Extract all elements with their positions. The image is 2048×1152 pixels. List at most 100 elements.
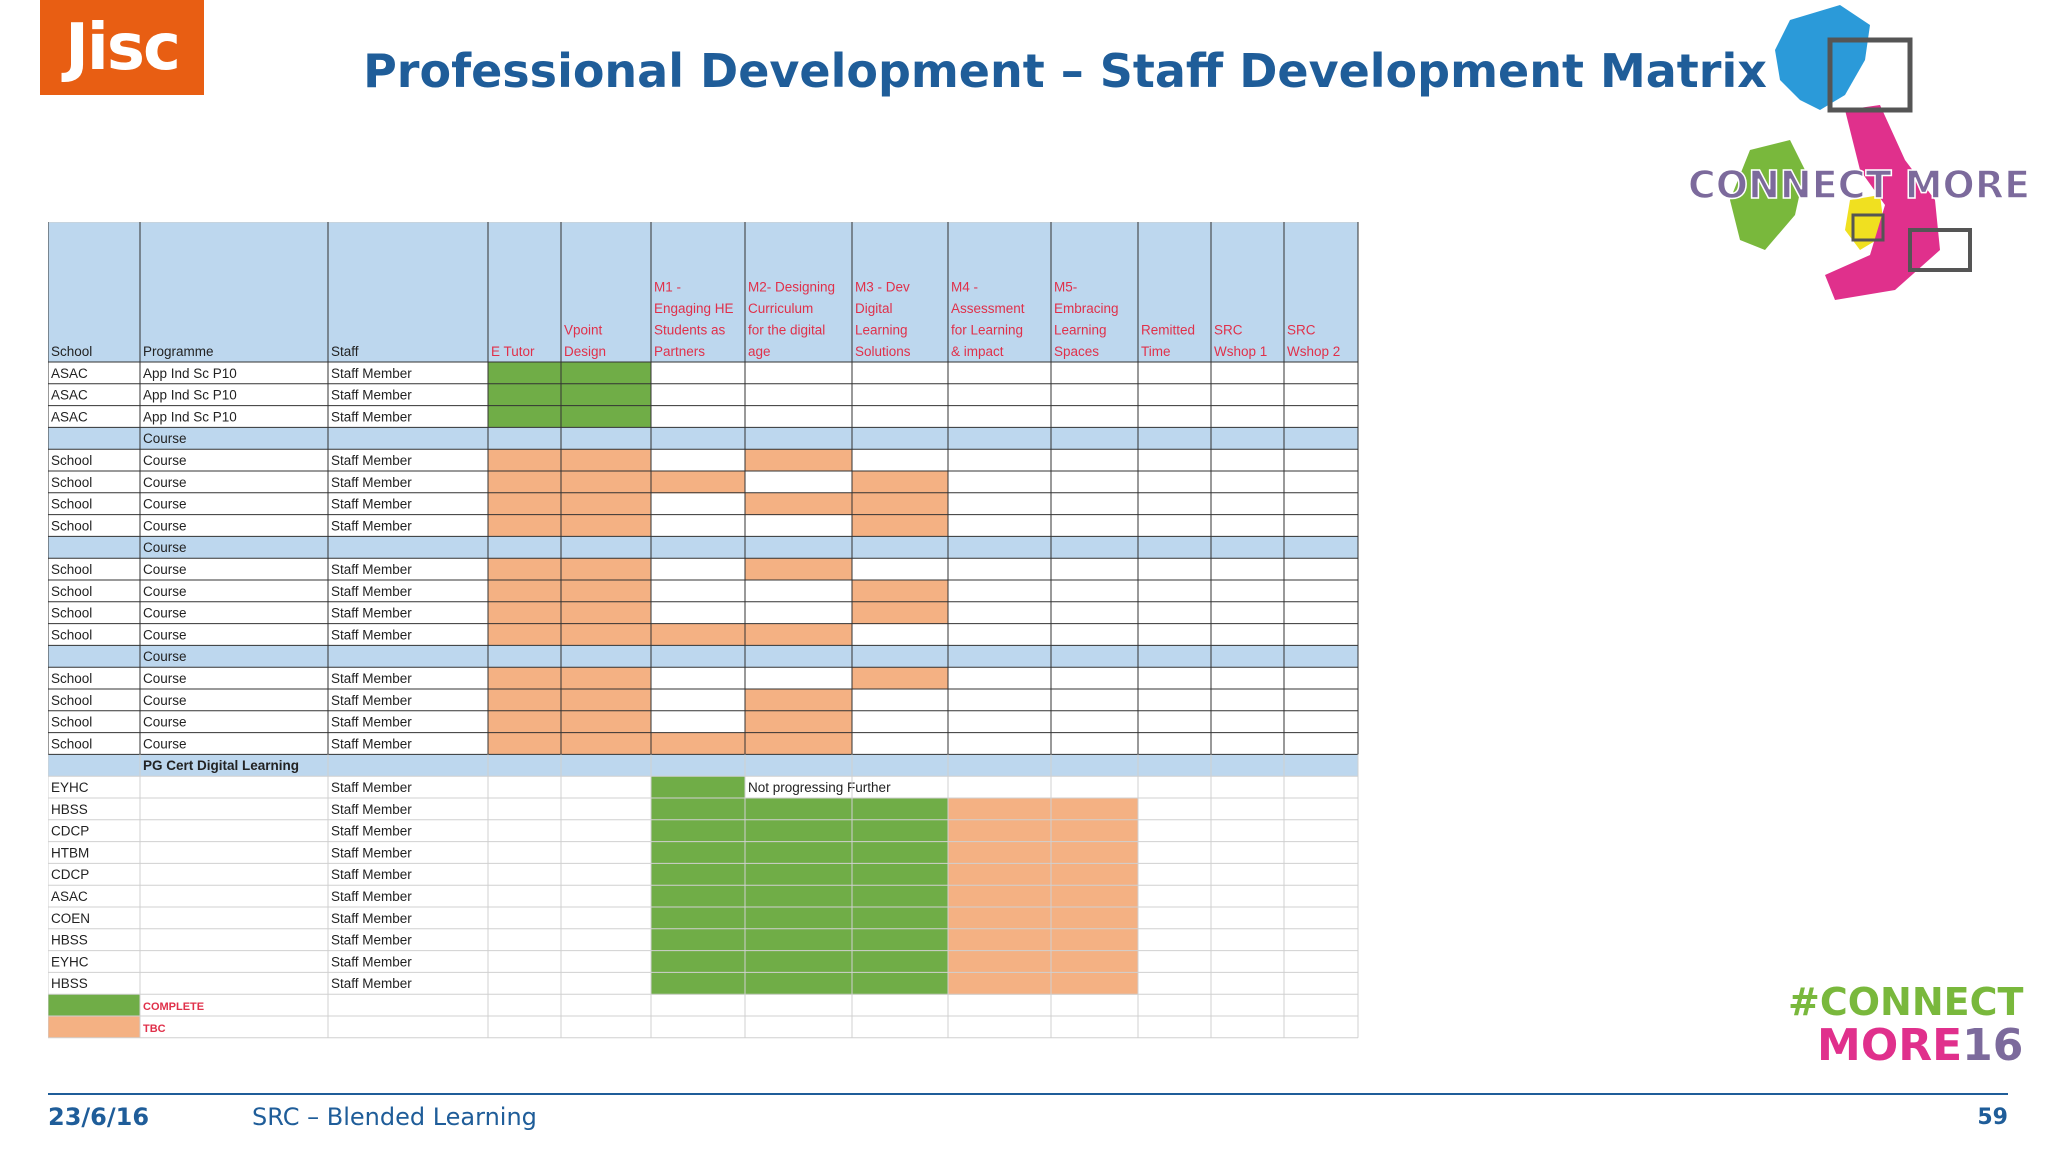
status-cell (745, 863, 852, 886)
footer-date: 23/6/16 (48, 1103, 150, 1131)
table-cell: Staff Member (331, 976, 412, 991)
table-cell: Staff Member (331, 867, 412, 882)
status-cell (852, 471, 948, 494)
table-cell: Staff Member (331, 802, 412, 817)
table-cell: Staff Member (331, 627, 412, 642)
status-cell (488, 514, 561, 537)
staff-development-matrix: School Programme Staff E Tutor Vpoint Design M… (48, 222, 1359, 1039)
status-cell (651, 798, 745, 821)
column-header-label: & impact (951, 344, 1004, 359)
matrix-header-bg (48, 222, 1358, 362)
table-cell: Staff Member (331, 366, 412, 381)
table-cell: Course (143, 475, 187, 490)
status-cell (852, 885, 948, 908)
column-header-label: for Learning (951, 323, 1023, 338)
table-cell: Staff Member (331, 889, 412, 904)
table-cell: Staff Member (331, 562, 412, 577)
status-cell (488, 601, 561, 625)
page-number: 59 (1977, 1105, 2008, 1130)
column-header-label: Wshop 1 (1214, 344, 1267, 359)
table-cell: CDCP (51, 824, 89, 839)
status-cell (561, 471, 651, 494)
table-cell: Staff Member (331, 453, 412, 468)
status-cell (745, 710, 852, 734)
status-cell (745, 885, 852, 908)
status-cell (651, 471, 745, 494)
wales-shape (1845, 195, 1885, 250)
status-cell (745, 558, 852, 581)
group-row (48, 645, 1358, 668)
table-cell: Staff Member (331, 671, 412, 686)
column-header-label: School (51, 344, 92, 359)
status-cell (948, 928, 1051, 952)
hashtag-line2: MORE16 (1788, 1024, 2023, 1068)
status-cell (488, 689, 561, 712)
status-cell (651, 885, 745, 908)
status-cell (651, 863, 745, 886)
hashtag-line2-num: 16 (1962, 1020, 2024, 1071)
table-cell: Staff Member (331, 933, 412, 948)
table-cell: Course (143, 649, 187, 664)
legend-swatch (48, 994, 140, 1016)
status-cell (1051, 950, 1138, 973)
status-cell (948, 841, 1051, 864)
status-cell (852, 863, 948, 886)
column-header-label: Assessment (951, 301, 1025, 316)
status-cell (561, 362, 651, 385)
table-cell: EYHC (51, 780, 89, 795)
status-cell (651, 819, 745, 843)
status-cell (852, 580, 948, 603)
table-cell: Staff Member (331, 606, 412, 621)
table-cell: Staff Member (331, 497, 412, 512)
status-cell (1051, 819, 1138, 843)
table-cell: HBSS (51, 976, 88, 991)
column-header-label: E Tutor (491, 344, 535, 359)
status-cell (488, 383, 561, 407)
column-header-label: SRC (1214, 323, 1243, 338)
status-cell (651, 776, 745, 799)
jisc-logo: Jisc (40, 0, 204, 95)
status-cell (745, 623, 852, 646)
column-header-label: Engaging HE (654, 301, 734, 316)
column-header-label: Solutions (855, 344, 911, 359)
monitor-icon-small (1851, 213, 1885, 242)
column-header-label: M5- (1054, 280, 1077, 295)
status-cell (488, 449, 561, 472)
column-header-label: Spaces (1054, 344, 1099, 359)
column-header-label: M3 - Dev (855, 280, 910, 295)
table-cell: Staff Member (331, 954, 412, 969)
status-cell (561, 492, 651, 516)
status-cell (745, 972, 852, 995)
table-cell: Staff Member (331, 475, 412, 490)
table-cell: School (51, 475, 92, 490)
table-cell: School (51, 627, 92, 642)
column-header-label: Time (1141, 344, 1171, 359)
table-cell: Course (143, 736, 187, 751)
table-cell: EYHC (51, 954, 89, 969)
footer-divider (48, 1093, 2008, 1095)
table-cell: Course (143, 453, 187, 468)
legend-label: COMPLETE (143, 1001, 204, 1013)
status-cell (745, 689, 852, 712)
status-cell (561, 558, 651, 581)
status-cell (852, 907, 948, 930)
table-cell: Staff Member (331, 780, 412, 795)
status-cell (561, 667, 651, 690)
column-header-label: M1 - (654, 280, 681, 295)
column-header-label: Curriculum (748, 301, 813, 316)
status-cell (852, 601, 948, 625)
status-cell (948, 950, 1051, 973)
status-cell (745, 819, 852, 843)
status-cell (561, 623, 651, 646)
table-cell: ASAC (51, 409, 88, 424)
status-cell (488, 405, 561, 428)
map-logo-text: CONNECT MORE (1688, 163, 2030, 207)
table-cell: Staff Member (331, 518, 412, 533)
table-cell: School (51, 693, 92, 708)
column-header-label: Wshop 2 (1287, 344, 1340, 359)
status-cell (852, 841, 948, 864)
legend-label: TBC (143, 1023, 166, 1035)
table-cell: School (51, 606, 92, 621)
status-cell (745, 841, 852, 864)
table-cell: Course (143, 606, 187, 621)
